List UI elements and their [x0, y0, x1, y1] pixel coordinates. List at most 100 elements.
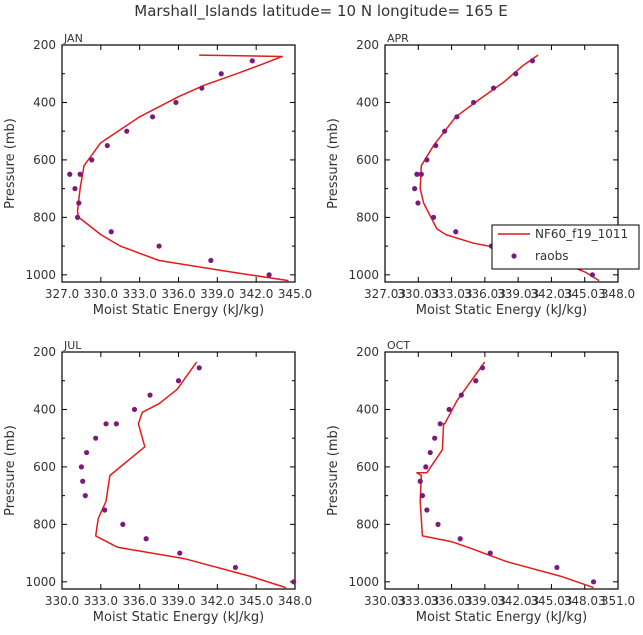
raobs-point: [487, 550, 493, 556]
raobs-point: [266, 272, 272, 278]
x-tick-label: 333.0: [84, 594, 118, 608]
raobs-point: [83, 449, 90, 456]
raobs-point: [529, 58, 536, 64]
panels: JAN 200 400 600 800 1000 327.0 330.0 333.0 336.0 3…: [3, 32, 635, 625]
legend: NF60_f19_1011 raobs: [491, 224, 640, 270]
x-tick-label: 330.0: [45, 594, 79, 608]
x-tick-label: 339.03: [464, 594, 506, 608]
panel-label: JAN: [63, 32, 83, 45]
x-axis-label: Moist Static Energy (kJ/kg): [93, 303, 264, 318]
x-tick-label: 330.03: [397, 287, 439, 301]
raobs-point: [490, 85, 497, 91]
y-tick-label: 600: [33, 460, 56, 474]
x-tick-label: 339.03: [497, 287, 539, 301]
model-line-jan: [76, 54, 289, 282]
legend-raobs-label: raobs: [535, 249, 569, 263]
panel-jul: JUL 200 400 600 800 1000 330.0 333.0 336.0 339.0 3…: [3, 339, 312, 625]
raobs-point: [102, 507, 108, 513]
raobs-point: [143, 536, 149, 542]
x-tick-label: 351.0: [601, 594, 635, 608]
raobs-point: [473, 378, 479, 384]
raobs-point: [232, 564, 239, 571]
raobs-point: [427, 449, 433, 456]
raobs-point: [513, 71, 519, 77]
raobs-point: [124, 128, 130, 134]
raobs-point: [113, 421, 119, 427]
model-line-jul: [94, 361, 287, 589]
x-axis-label: Moist Static Energy (kJ/kg): [416, 303, 587, 318]
raobs-point: [435, 521, 441, 527]
legend-box: [491, 224, 640, 270]
y-tick-label: 800: [356, 210, 379, 224]
x-tick-label: 339.0: [200, 287, 234, 301]
x-tick-label: 345.03: [530, 594, 572, 608]
panel-apr: APR 200 400 600 800 1000 327.03330.03333.03336…: [326, 32, 635, 318]
x-tick-label: 330.03: [364, 594, 406, 608]
y-tick-label: 800: [356, 517, 379, 531]
y-tick-label: 1000: [25, 575, 56, 589]
x-tick-label: 336.0: [122, 594, 156, 608]
raobs-point: [103, 421, 109, 427]
y-tick-label: 1000: [348, 575, 379, 589]
y-tick-label: 200: [33, 345, 56, 359]
raobs-point: [74, 214, 81, 220]
raobs-point: [414, 171, 420, 177]
raobs-point: [433, 142, 439, 149]
raobs-point: [432, 435, 438, 441]
raobs-point: [147, 392, 153, 398]
y-tick-label: 400: [33, 95, 56, 109]
raobs-point: [199, 85, 205, 91]
raobs-point: [457, 536, 463, 542]
x-axis-label: Moist Static Energy (kJ/kg): [93, 610, 264, 625]
y-axis-label: Pressure (mb): [3, 118, 18, 209]
raobs-point: [93, 435, 99, 441]
raobs-point: [415, 200, 421, 206]
x-tick-label: 345.0: [239, 594, 273, 608]
raobs-point: [72, 186, 78, 192]
raobs-point: [78, 464, 85, 470]
x-tick-label: 342.0: [200, 594, 234, 608]
y-tick-label: 400: [33, 402, 56, 416]
legend-raobs-swatch: [511, 253, 517, 259]
raobs-point: [430, 214, 437, 220]
y-tick-label: 400: [356, 95, 379, 109]
panel-label: OCT: [387, 339, 410, 352]
raobs-point: [150, 114, 156, 120]
y-tick-label: 200: [356, 38, 379, 52]
raobs-point: [418, 171, 424, 177]
x-tick-label: 348.03: [564, 594, 606, 608]
panel-label: JUL: [63, 339, 82, 352]
raobs-point: [218, 71, 224, 77]
y-tick-label: 800: [33, 210, 56, 224]
raobs-point: [77, 171, 83, 177]
raobs-point: [196, 365, 202, 371]
raobs-point: [173, 99, 179, 106]
y-axis-label: Pressure (mb): [3, 425, 18, 516]
raobs-point: [175, 378, 182, 384]
raobs-point: [590, 579, 597, 585]
raobs-point: [177, 550, 183, 556]
x-tick-label: 333.0: [122, 287, 156, 301]
raobs-point: [458, 392, 464, 398]
raobs-point: [291, 579, 297, 585]
x-axis-label: Moist Static Energy (kJ/kg): [416, 610, 587, 625]
raobs-point: [424, 157, 430, 163]
x-tick-label: 339.0: [161, 594, 195, 608]
x-tick-label: 345.03: [564, 287, 606, 301]
raobs-point: [479, 365, 486, 371]
raobs-point: [82, 493, 88, 499]
y-tick-label: 600: [33, 153, 56, 167]
panel-label: APR: [387, 32, 409, 45]
raobs-point: [423, 464, 429, 470]
raobs-point: [554, 564, 560, 571]
raobs-point: [67, 171, 73, 177]
raobs-point: [131, 406, 138, 413]
raobs-point: [454, 114, 460, 120]
x-tick-label: 348.0: [278, 594, 312, 608]
x-tick-label: 327.0: [45, 287, 79, 301]
raobs-point: [417, 478, 423, 484]
raobs-point: [470, 99, 477, 106]
y-tick-label: 1000: [25, 268, 56, 282]
raobs-point: [424, 507, 430, 513]
